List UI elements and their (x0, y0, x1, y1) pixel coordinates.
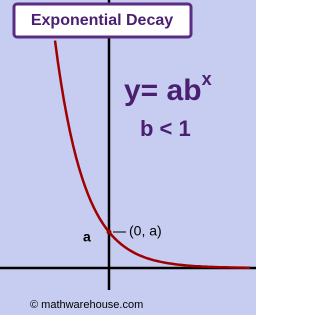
intercept-point (106, 229, 112, 235)
decay-curve (53, 40, 250, 269)
title: Exponential Decay (31, 12, 173, 29)
equation-exponent: x (202, 69, 212, 89)
equation: y= abx (124, 69, 212, 107)
equation-base: y= ab (124, 74, 202, 107)
intercept-label: a (83, 229, 91, 245)
background (0, 0, 256, 315)
footer: © mathwarehouse.com (30, 299, 143, 311)
point-label: (0, a) (129, 223, 162, 239)
title-box (12, 2, 193, 39)
diagram: Exponential Decay y= abx b < 1 a (0, a) … (0, 0, 256, 315)
condition: b < 1 (140, 116, 191, 141)
